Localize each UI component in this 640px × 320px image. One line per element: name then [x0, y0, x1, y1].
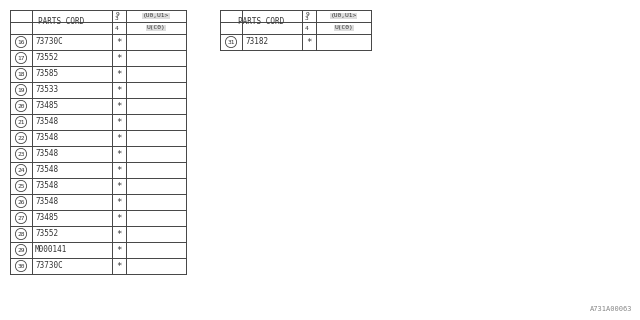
Text: 73548: 73548: [35, 149, 58, 158]
Text: *: *: [116, 149, 122, 158]
Text: 73182: 73182: [245, 37, 268, 46]
Text: 73548: 73548: [35, 197, 58, 206]
Text: 20: 20: [17, 103, 25, 108]
Text: *: *: [116, 37, 122, 46]
Text: 73552: 73552: [35, 229, 58, 238]
Text: PARTS CORD: PARTS CORD: [238, 18, 284, 27]
Text: *: *: [116, 165, 122, 174]
Text: 73585: 73585: [35, 69, 58, 78]
Text: 73552: 73552: [35, 53, 58, 62]
Text: 22: 22: [17, 135, 25, 140]
Text: 9: 9: [115, 12, 119, 17]
Text: U(C0): U(C0): [334, 26, 353, 30]
Text: 28: 28: [17, 231, 25, 236]
Text: 73485: 73485: [35, 101, 58, 110]
Text: *: *: [116, 69, 122, 78]
Text: 24: 24: [17, 167, 25, 172]
Text: *: *: [116, 261, 122, 270]
Text: 73730C: 73730C: [35, 261, 63, 270]
Text: 21: 21: [17, 119, 25, 124]
Text: 3: 3: [115, 15, 119, 20]
Text: *: *: [116, 213, 122, 222]
Text: M000141: M000141: [35, 245, 67, 254]
Text: 73730C: 73730C: [35, 37, 63, 46]
Text: U(C0): U(C0): [147, 26, 165, 30]
Text: 4: 4: [115, 26, 119, 30]
Text: 3: 3: [305, 15, 309, 20]
Text: 19: 19: [17, 87, 25, 92]
Text: 18: 18: [17, 71, 25, 76]
Text: *: *: [116, 197, 122, 206]
Text: 31: 31: [227, 39, 235, 44]
Text: 73533: 73533: [35, 85, 58, 94]
Text: *: *: [116, 181, 122, 190]
Text: 73485: 73485: [35, 213, 58, 222]
Text: *: *: [116, 53, 122, 62]
Text: *: *: [116, 229, 122, 238]
Text: *: *: [116, 117, 122, 126]
Text: 25: 25: [17, 183, 25, 188]
Text: 9: 9: [305, 12, 309, 17]
Text: A731A00063: A731A00063: [589, 306, 632, 312]
Text: 23: 23: [17, 151, 25, 156]
Text: 16: 16: [17, 39, 25, 44]
Text: 73548: 73548: [35, 181, 58, 190]
Text: *: *: [116, 133, 122, 142]
Text: 26: 26: [17, 199, 25, 204]
Text: 17: 17: [17, 55, 25, 60]
Text: *: *: [116, 101, 122, 110]
Text: 73548: 73548: [35, 133, 58, 142]
Text: 27: 27: [17, 215, 25, 220]
Text: 30: 30: [17, 263, 25, 268]
Text: *: *: [307, 37, 312, 46]
Text: *: *: [116, 85, 122, 94]
Text: 29: 29: [17, 247, 25, 252]
Text: 73548: 73548: [35, 117, 58, 126]
Text: PARTS CORD: PARTS CORD: [38, 18, 84, 27]
Text: 4: 4: [305, 26, 309, 30]
Text: 73548: 73548: [35, 165, 58, 174]
Text: *: *: [116, 245, 122, 254]
Text: (U0,U1>: (U0,U1>: [143, 13, 169, 19]
Text: (U0,U1>: (U0,U1>: [330, 13, 356, 19]
